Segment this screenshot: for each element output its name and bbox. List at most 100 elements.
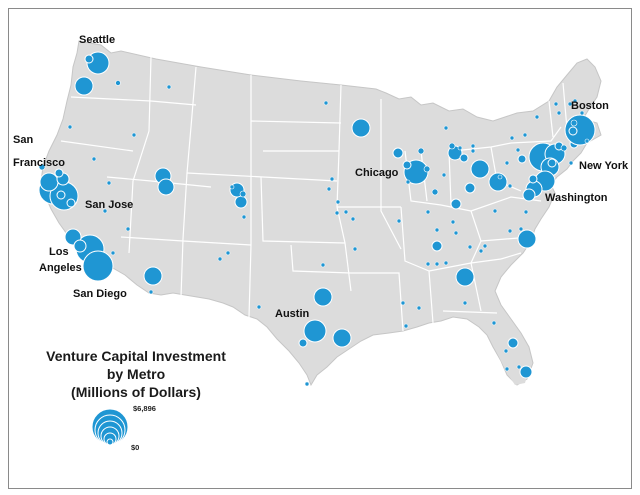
metro-bubble xyxy=(504,160,510,166)
metro-bubble xyxy=(470,159,490,179)
us-map: Seattle San Francisco San Jose Los Angel… xyxy=(13,34,629,452)
metro-bubble xyxy=(516,364,522,370)
metro-bubble xyxy=(503,348,509,354)
metro-bubble xyxy=(453,230,459,236)
metro-bubble xyxy=(143,266,163,286)
metro-bubble xyxy=(115,80,121,86)
metro-bubble xyxy=(392,147,404,159)
metro-bubble xyxy=(509,135,515,141)
metro-bubble xyxy=(517,229,537,249)
metro-bubble xyxy=(568,160,574,166)
metro-bubble xyxy=(491,320,497,326)
bubble-layer xyxy=(38,51,596,387)
metro-bubble xyxy=(425,209,431,215)
metro-bubble xyxy=(518,226,524,232)
metro-bubble xyxy=(256,304,262,310)
metro-bubble xyxy=(166,84,172,90)
metro-bubble xyxy=(441,172,447,178)
legend-title-line3: (Millions of Dollars) xyxy=(71,384,201,400)
metro-bubble xyxy=(560,144,568,152)
metro-bubble xyxy=(352,246,358,252)
city-label-los-angeles-line2: Angeles xyxy=(39,262,82,274)
metro-bubble xyxy=(39,172,59,192)
metro-bubble xyxy=(534,114,540,120)
metro-bubble xyxy=(517,154,527,164)
metro-bubble xyxy=(523,209,529,215)
metro-bubble xyxy=(241,214,247,220)
metro-bubble xyxy=(106,180,112,186)
city-label-seattle: Seattle xyxy=(79,34,115,46)
metro-bubble xyxy=(351,118,371,138)
metro-bubble xyxy=(298,338,308,348)
metro-bubble xyxy=(225,250,231,256)
metro-bubble xyxy=(504,366,510,372)
metro-bubble xyxy=(329,176,335,182)
metro-bubble xyxy=(320,262,326,268)
legend-min-label: $0 xyxy=(131,443,139,452)
metro-bubble xyxy=(547,158,557,168)
metro-bubble xyxy=(54,168,64,178)
metro-bubble xyxy=(38,163,46,171)
metro-bubble xyxy=(56,190,66,200)
legend-title-line1: Venture Capital Investment xyxy=(46,348,226,364)
map-frame: Seattle San Francisco San Jose Los Angel… xyxy=(8,8,632,489)
metro-bubble xyxy=(323,100,329,106)
metro-bubble xyxy=(229,184,235,190)
metro-bubble xyxy=(455,267,475,287)
metro-bubble xyxy=(567,101,573,107)
metro-bubble xyxy=(234,195,248,209)
metro-bubble xyxy=(448,142,456,150)
metro-bubble xyxy=(470,143,476,149)
metro-bubble xyxy=(239,190,247,198)
metro-bubble xyxy=(335,199,341,205)
metro-bubble xyxy=(405,179,411,185)
metro-bubble xyxy=(553,101,559,107)
metro-bubble xyxy=(522,188,536,202)
city-label-san-diego: San Diego xyxy=(73,288,127,300)
metro-bubble xyxy=(568,126,578,136)
metro-bubble xyxy=(402,160,412,170)
metro-bubble xyxy=(488,172,508,192)
metro-bubble xyxy=(467,244,473,250)
metro-bubble xyxy=(66,198,76,208)
metro-bubble xyxy=(217,256,223,262)
metro-bubble xyxy=(84,54,94,64)
metro-bubble xyxy=(450,219,456,225)
metro-bubble xyxy=(584,138,590,144)
metro-bubble xyxy=(470,148,476,154)
metro-bubble xyxy=(443,260,449,266)
metro-bubble xyxy=(507,183,513,189)
metro-bubble xyxy=(579,110,585,116)
metro-bubble xyxy=(431,188,439,196)
metro-bubble xyxy=(343,209,349,215)
metro-bubble xyxy=(528,174,538,184)
metro-bubble xyxy=(459,153,469,163)
metro-bubble xyxy=(492,208,498,214)
metro-bubble xyxy=(74,76,94,96)
legend-title-line2: by Metro xyxy=(106,366,166,382)
metro-bubble xyxy=(91,156,97,162)
metro-bubble xyxy=(425,261,431,267)
metro-bubble xyxy=(572,98,578,104)
metro-bubble xyxy=(110,250,116,256)
metro-bubble xyxy=(497,174,503,180)
metro-bubble xyxy=(350,216,356,222)
metro-bubble xyxy=(423,165,431,173)
metro-bubble xyxy=(125,226,131,232)
metro-bubble xyxy=(507,337,519,349)
city-label-san-francisco-line2: Francisco xyxy=(13,157,65,169)
city-label-los-angeles-line1: Los xyxy=(49,246,69,258)
metro-bubble xyxy=(131,132,137,138)
metro-bubble xyxy=(332,328,352,348)
legend-title: Venture Capital Investment by Metro (Mil… xyxy=(31,347,241,401)
city-label-boston: Boston xyxy=(571,100,609,112)
metro-bubble xyxy=(102,208,108,214)
metro-bubble xyxy=(334,210,340,216)
metro-bubble xyxy=(482,243,488,249)
legend-size-circle xyxy=(106,438,114,446)
metro-bubble xyxy=(522,132,528,138)
metro-bubble xyxy=(443,125,449,131)
metro-bubble xyxy=(556,110,562,116)
metro-bubble xyxy=(434,227,440,233)
city-label-austin: Austin xyxy=(275,308,310,320)
